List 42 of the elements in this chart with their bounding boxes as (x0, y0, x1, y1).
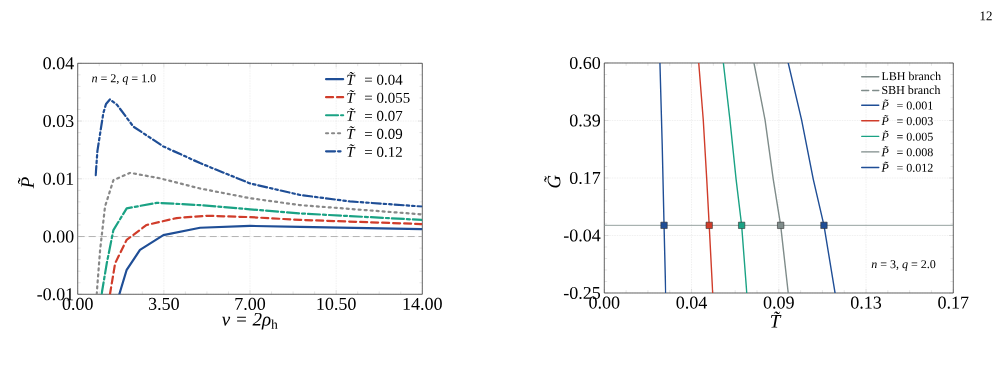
x-tick-label: 7.00 (235, 297, 266, 311)
y-tick-label: 0.00 (43, 230, 74, 243)
line-series (100, 201, 423, 295)
x-tick-label: 10.50 (317, 297, 356, 311)
x-tick-label: 3.50 (148, 297, 179, 311)
annotation: n = 2, q = 1.0 (92, 74, 156, 85)
text: 12 (980, 11, 992, 21)
line-series (722, 63, 748, 293)
line-series (698, 63, 714, 293)
y-tick-label: -0.04 (563, 229, 601, 242)
legend-label: T̃ = 0.07 (347, 108, 403, 121)
legend-label: P̃ = 0.012 (881, 161, 933, 172)
x-tick-label: 0.09 (763, 296, 794, 309)
legend-label: P̃ = 0.001 (881, 99, 933, 110)
y-tick-label: 0.39 (569, 114, 601, 127)
x-axis-title: v = 2ρ$_{h}$ (222, 312, 278, 330)
y-axis-title: G̃ (544, 175, 561, 188)
x-axis-title: T̃ (771, 311, 782, 328)
y-tick-label: 0.60 (569, 56, 601, 70)
legend-label: T̃ = 0.04 (347, 72, 403, 85)
annotation: n = 3, q = 2.0 (871, 260, 936, 271)
y-tick-label: 0.03 (43, 114, 74, 128)
legend-label: SBH branch (882, 85, 941, 95)
legend-label: P̃ = 0.008 (881, 146, 933, 157)
legend-label: LBH branch (881, 71, 941, 81)
x-tick-label: 0.04 (676, 296, 708, 309)
y-tick-label: 0.17 (569, 171, 601, 185)
y-axis-title: P̃ (17, 177, 34, 189)
legend-label: P̃ = 0.005 (881, 130, 933, 141)
x-tick-label: 14.00 (403, 297, 442, 311)
line-series (659, 63, 667, 293)
line-series (118, 224, 423, 295)
legend-label: T̃ = 0.09 (347, 126, 403, 140)
x-tick-label: 0.17 (938, 296, 969, 309)
legend-label: T̃ = 0.055 (347, 90, 410, 103)
legend-label: T̃ = 0.12 (347, 144, 402, 158)
line-series (108, 214, 423, 295)
y-tick-label: 0.01 (43, 172, 74, 185)
legend-label: P̃ = 0.003 (881, 115, 933, 126)
x-tick-label: 0.13 (850, 296, 882, 309)
y-tick-label: 0.04 (43, 57, 74, 70)
line-series (787, 63, 836, 293)
